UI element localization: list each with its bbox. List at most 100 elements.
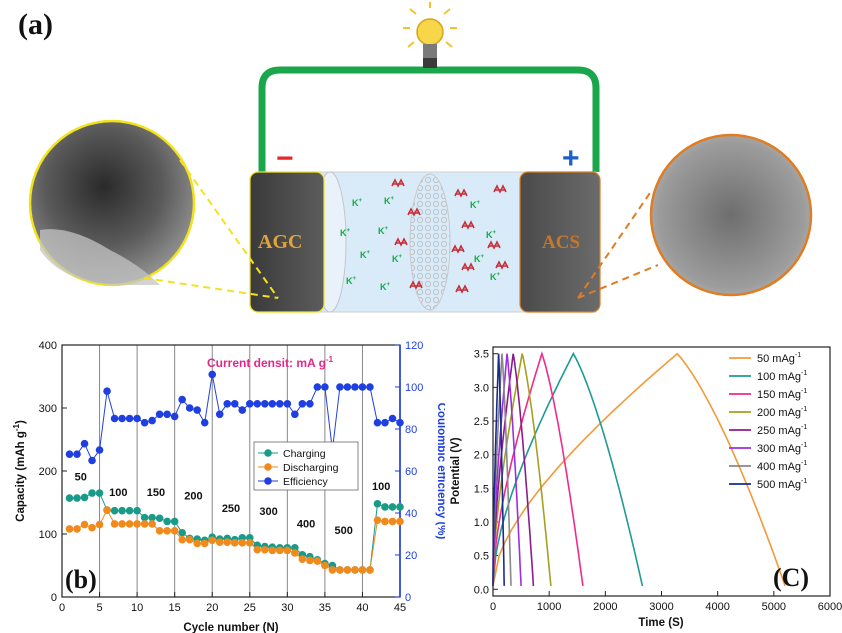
chart-b-point-efficiency (230, 400, 239, 408)
chart-b-legend-marker (264, 477, 272, 485)
chart-b-xtick-label: 0 (59, 602, 65, 614)
anion-marker (455, 284, 469, 294)
chart-b-point-discharging (178, 535, 186, 544)
chart-b-point-charging (95, 489, 104, 497)
chart-b-point-charging (140, 513, 149, 522)
chart-b-point-discharging (388, 517, 397, 526)
chart-b-legend-marker (264, 449, 272, 457)
anion-marker (493, 184, 507, 194)
chart-b-point-efficiency (381, 418, 389, 427)
chart-b-point-charging (373, 499, 382, 508)
chart-b-point-discharging (283, 546, 292, 555)
chart-b-point-discharging (238, 539, 247, 547)
chart-b-point-discharging (208, 536, 217, 545)
chart-b-point-efficiency (88, 456, 96, 465)
chart-c-legend-label: 400 mAg-1 (757, 460, 807, 473)
battery-schematic: AGC ACS − + K+ K+ K+ K+ K+ K+ K+ K+ K+ K+ K+ K+ (28, 2, 813, 313)
chart-b-point-efficiency (155, 410, 164, 419)
chart-b-point-discharging (73, 525, 81, 533)
chart-c-legend-label: 50 mAg-1 (757, 352, 801, 365)
chart-b-point-efficiency (283, 400, 292, 408)
chart-b-legend-label: Charging (283, 448, 326, 460)
chart-b-legend: Charging Discharging Efficiency (253, 441, 359, 491)
panel-b-label: (b) (65, 565, 97, 594)
chart-c-xlabel: Time (S) (638, 617, 683, 629)
chart-b-ytick-label: 200 (39, 466, 57, 478)
chart-b-point-discharging (103, 506, 111, 514)
chart-b-rate-label: 300 (259, 506, 277, 518)
chart-c-ytick-label: 1.5 (474, 483, 489, 495)
chart-b-rate-label: 50 (75, 471, 87, 483)
chart-b-point-efficiency (140, 418, 149, 427)
chart-b-point-discharging (306, 556, 314, 565)
chart-b-point-efficiency (298, 400, 307, 408)
chart-b-point-discharging (65, 525, 74, 533)
anion-marker (461, 220, 475, 230)
chart-b-point-discharging (223, 538, 232, 546)
chart-b-point-discharging (298, 555, 307, 563)
chart-b-point-discharging (80, 520, 89, 529)
chart-b-point-efficiency (238, 406, 247, 414)
chart-c-ytick-label: 3.0 (474, 382, 489, 394)
cation-marker: K+ (352, 198, 363, 208)
chart-c-curve (492, 352, 644, 587)
chart-b-point-discharging (253, 545, 262, 554)
chart-c-curve (492, 353, 522, 586)
chart-c-xtick-label: 6000 (818, 601, 842, 613)
chart-b-point-discharging (343, 566, 352, 574)
chart-b-point-charging (80, 493, 89, 502)
chart-b-point-efficiency (215, 410, 224, 419)
chart-b-point-efficiency (193, 406, 201, 414)
chart-b-point-efficiency (358, 383, 367, 391)
chart-b-rate-label: 100 (109, 487, 127, 499)
chart-c-curve (492, 353, 505, 586)
chart-b-point-discharging (193, 539, 201, 548)
cation-marker: K+ (470, 200, 481, 210)
chart-b-y2tick-label: 20 (405, 550, 417, 562)
chart-c-ytick-label: 3.5 (474, 349, 489, 361)
chart-b-point-charging (65, 494, 74, 502)
chart-b-y2tick-label: 80 (405, 424, 417, 436)
cation-marker: K+ (490, 272, 501, 282)
chart-b-xtick-label: 10 (131, 602, 143, 614)
chart-b-xtick-label: 30 (281, 602, 293, 614)
right-callout-line-2 (577, 189, 653, 299)
chart-b-point-discharging (313, 557, 322, 565)
chart-b-point-efficiency (373, 418, 382, 427)
chart-b-xtick-label: 40 (356, 602, 368, 614)
chart-b-y2tick-label: 0 (405, 592, 411, 604)
chart-b-point-discharging (336, 566, 344, 574)
chart-b-xtick-label: 15 (169, 602, 181, 614)
right-electrode-label: ACS (542, 232, 580, 253)
chart-b-point-efficiency (268, 400, 277, 408)
chart-b-point-efficiency (343, 383, 352, 391)
chart-c-curve (492, 353, 512, 586)
left-callout-line-2 (179, 159, 279, 299)
chart-b-point-discharging (381, 517, 389, 526)
chart-b-point-efficiency (208, 370, 217, 379)
chart-b-ytick-label: 0 (51, 592, 57, 604)
chart-b-point-discharging (200, 539, 209, 548)
chart-b-y2tick-label: 60 (405, 466, 417, 478)
chart-b-point-efficiency (148, 416, 156, 425)
anion-marker (451, 244, 465, 254)
chart-b-point-efficiency (133, 414, 141, 423)
anion-marker (409, 280, 423, 290)
chart-b-y2tick-label: 40 (405, 508, 417, 520)
cation-marker: K+ (384, 196, 395, 206)
chart-b-point-efficiency (253, 400, 262, 408)
chart-b-point-discharging (245, 539, 254, 547)
chart-b-ylabel: Capacity (mAh g-1) (12, 420, 27, 522)
plus-sign: + (562, 142, 580, 175)
left-tem-substrate (40, 229, 160, 285)
chart-b-rate-label: 400 (297, 519, 315, 531)
chart-b-point-discharging (215, 538, 224, 546)
chart-b-point-charging (178, 528, 186, 537)
chart-b-point-efficiency (170, 412, 179, 421)
right-tem-image (649, 133, 813, 297)
chart-c-legend-label: 100 mAg-1 (757, 370, 807, 383)
chart-b-point-efficiency (276, 400, 284, 408)
chart-b-point-efficiency (163, 410, 171, 419)
light-bulb-icon (403, 2, 457, 68)
chart-b-point-efficiency (261, 400, 269, 408)
